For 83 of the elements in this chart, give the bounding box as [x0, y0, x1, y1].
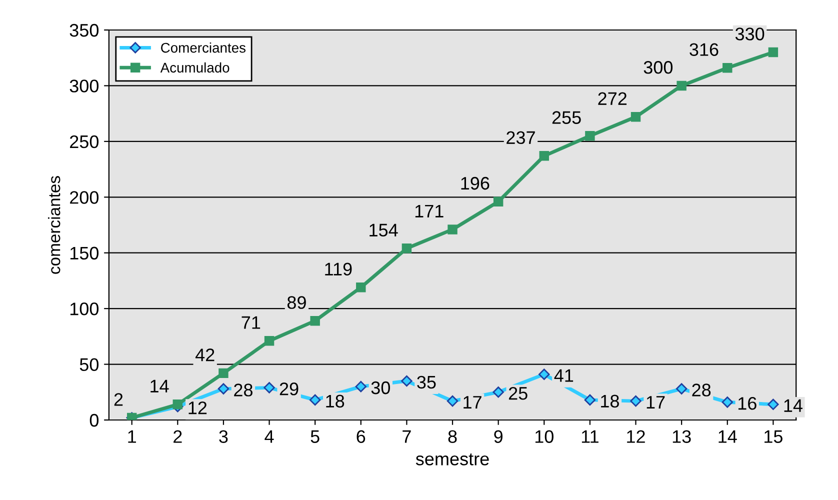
data-label: 272: [598, 92, 627, 105]
point: [676, 383, 688, 394]
data-label: 18: [326, 394, 344, 408]
data-label: 28: [692, 384, 711, 396]
point: [584, 394, 596, 406]
data-label: 17: [464, 396, 482, 409]
data-label: 14: [150, 380, 169, 392]
point: [676, 80, 686, 91]
data-label: 255: [552, 111, 581, 124]
point: [310, 316, 320, 326]
point: [539, 151, 550, 161]
point: [492, 386, 504, 398]
y-axis-title: comerciantes: [48, 176, 60, 274]
y-tick-label: 50: [80, 358, 99, 372]
x-tick-label: 9: [494, 430, 502, 443]
x-tick-label: 15: [764, 430, 782, 443]
data-label: 12: [188, 401, 207, 414]
data-label: 300: [644, 61, 673, 74]
x-tick-label: 13: [672, 430, 691, 443]
data-label: 25: [508, 386, 528, 400]
point: [493, 196, 504, 206]
data-label: 16: [738, 397, 756, 410]
point: [768, 398, 779, 410]
y-tick-label: 300: [70, 80, 99, 92]
x-tick-label: 4: [264, 430, 274, 443]
x-axis-title: semestre: [416, 454, 489, 466]
data-label: 14: [784, 399, 802, 412]
x-tick-label: 7: [402, 430, 411, 443]
data-label: 89: [287, 296, 306, 309]
point: [172, 400, 183, 410]
point: [630, 112, 641, 122]
data-label: 30: [371, 381, 390, 394]
data-label: 171: [415, 204, 444, 218]
y-tick-label: 0: [90, 414, 99, 427]
data-label: 28: [234, 384, 252, 396]
point: [355, 380, 367, 392]
point: [264, 336, 274, 346]
x-tick-label: 3: [219, 430, 228, 443]
data-label: 237: [506, 131, 535, 144]
point: [446, 395, 458, 407]
data-label: 35: [417, 376, 436, 389]
point: [264, 382, 275, 394]
point: [401, 375, 412, 387]
x-tick-label: 11: [582, 430, 598, 443]
data-label: 2: [114, 393, 123, 406]
y-tick-label: 150: [70, 246, 99, 260]
point: [218, 383, 230, 394]
y-tick-label: 100: [70, 302, 99, 316]
x-tick-label: 10: [535, 430, 554, 443]
data-label: 18: [601, 394, 619, 408]
point: [585, 130, 595, 141]
legend-label: Comerciantes: [161, 42, 246, 53]
point: [448, 224, 458, 234]
point: [309, 394, 321, 406]
data-label: 154: [370, 224, 398, 236]
y-tick-label: 350: [70, 24, 99, 37]
point: [768, 47, 778, 58]
x-tick-label: 14: [718, 430, 737, 443]
data-label: 119: [325, 262, 352, 276]
data-label: 17: [646, 396, 665, 409]
point: [356, 282, 366, 292]
x-tick-label: 1: [128, 430, 136, 443]
point: [218, 368, 228, 378]
data-label: 42: [195, 348, 214, 362]
y-tick-label: 250: [70, 135, 99, 148]
x-tick-label: 6: [356, 430, 366, 443]
data-label: 29: [280, 382, 298, 396]
data-label: 316: [690, 43, 718, 56]
point: [722, 63, 732, 73]
x-tick-label: 2: [174, 430, 182, 443]
point: [630, 395, 642, 407]
legend-label: Acumulado: [160, 62, 230, 73]
data-label: 41: [554, 369, 574, 382]
data-label: 71: [242, 316, 260, 329]
data-label: 330: [735, 28, 764, 40]
point: [538, 368, 550, 380]
point: [722, 396, 733, 408]
y-tick-label: 200: [70, 191, 99, 204]
x-tick-label: 5: [310, 430, 320, 443]
x-tick-label: 12: [627, 430, 645, 443]
data-label: 196: [461, 176, 490, 190]
x-tick-label: 8: [448, 430, 457, 443]
point: [402, 244, 412, 254]
